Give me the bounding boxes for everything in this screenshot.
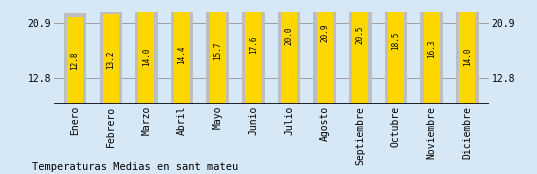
Text: 20.0: 20.0 [285, 27, 294, 45]
Bar [64, 13, 86, 104]
Bar [245, 0, 262, 104]
Bar [317, 0, 333, 104]
Bar [314, 0, 336, 104]
Bar [384, 0, 407, 104]
Bar [349, 0, 372, 104]
Bar [278, 0, 300, 104]
Text: 13.2: 13.2 [106, 50, 115, 69]
Text: 14.4: 14.4 [178, 46, 186, 64]
Bar [174, 6, 190, 104]
Bar [388, 0, 404, 104]
Bar [99, 10, 122, 104]
Bar [456, 5, 478, 104]
Text: 20.5: 20.5 [356, 25, 365, 44]
Bar [135, 5, 158, 104]
Text: 15.7: 15.7 [213, 42, 222, 60]
Bar [459, 9, 475, 104]
Bar [139, 9, 155, 104]
Bar [206, 0, 229, 104]
Text: 17.6: 17.6 [249, 35, 258, 54]
Bar [67, 17, 83, 104]
Bar [424, 0, 440, 104]
Bar [171, 2, 193, 104]
Bar [281, 0, 297, 104]
Bar [242, 0, 265, 104]
Text: 20.9: 20.9 [320, 24, 329, 42]
Text: 14.0: 14.0 [142, 47, 151, 66]
Text: 14.0: 14.0 [463, 47, 472, 66]
Text: 18.5: 18.5 [391, 32, 401, 50]
Text: 12.8: 12.8 [70, 52, 79, 70]
Bar [352, 0, 368, 104]
Text: Temperaturas Medias en sant mateu: Temperaturas Medias en sant mateu [32, 162, 238, 172]
Bar [209, 0, 226, 104]
Bar [420, 0, 443, 104]
Bar [103, 14, 119, 104]
Text: 16.3: 16.3 [427, 39, 436, 58]
